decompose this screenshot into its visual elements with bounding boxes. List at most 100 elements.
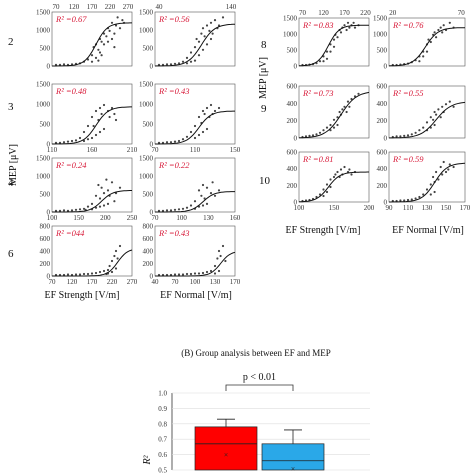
data-point	[429, 183, 432, 186]
data-point	[308, 134, 311, 137]
data-point	[448, 21, 451, 24]
subject-10-ef-normal: R² =0.59 0 200 400 600 90 110 130 150 170	[377, 149, 471, 213]
data-point	[185, 272, 189, 276]
data-point	[418, 129, 421, 132]
y-tick-label: 600	[377, 83, 388, 91]
data-point	[332, 45, 336, 48]
data-point	[92, 124, 95, 128]
y-tick-label: 500	[143, 121, 154, 129]
data-point	[200, 32, 203, 35]
data-point	[201, 109, 205, 113]
top-tick-label: 220	[105, 3, 116, 11]
x-tick-label: 270	[127, 278, 138, 286]
bar-y-tick-label: 0.6	[158, 451, 167, 459]
data-point	[90, 202, 94, 205]
data-point	[433, 110, 436, 114]
top-tick-label: 20	[389, 9, 397, 17]
data-point	[74, 273, 78, 276]
data-point	[336, 123, 339, 127]
data-point	[105, 35, 108, 38]
data-point	[336, 36, 339, 39]
data-point	[100, 40, 103, 43]
data-point	[118, 186, 122, 189]
fit-curve	[155, 251, 236, 277]
data-point	[94, 133, 98, 137]
r2-label: R² =0.43	[158, 86, 189, 96]
y-tick-label: 500	[40, 45, 51, 53]
data-point	[70, 139, 74, 143]
data-point	[205, 24, 209, 27]
fit-curve	[52, 22, 132, 67]
subject-9-ef-normal: R² =0.55 0 200 400 600	[377, 83, 466, 143]
y-tick-label: 600	[143, 235, 154, 243]
data-point	[213, 272, 217, 275]
y-axis-label-left: MEP [μV]	[8, 144, 19, 186]
r2-label: R² =0.81	[302, 154, 333, 164]
y-tick-label: 1000	[139, 27, 154, 35]
data-point	[343, 165, 346, 169]
data-point	[442, 160, 445, 164]
x-tick-label: 100	[47, 214, 58, 222]
data-point	[425, 121, 429, 124]
subject-10-ef-strength: R² =0.81 0 200 400 600 100 150 200	[287, 149, 375, 213]
x-tick-label: 170	[230, 278, 241, 286]
top-tick-label: 40	[156, 3, 164, 11]
top-tick-label: 220	[360, 9, 371, 17]
fit-curve	[52, 249, 133, 277]
data-point	[444, 103, 448, 106]
x-tick-label: 130	[210, 278, 221, 286]
data-point	[193, 272, 197, 275]
bar-y-tick-label: 0.8	[158, 420, 167, 428]
data-point	[165, 63, 169, 66]
data-point	[113, 32, 116, 35]
data-point	[205, 270, 209, 274]
data-point	[422, 55, 425, 58]
data-point	[439, 165, 442, 169]
data-point	[427, 38, 430, 41]
data-point	[422, 193, 425, 196]
data-point	[205, 43, 209, 46]
data-point	[318, 131, 322, 134]
data-point	[94, 271, 98, 275]
data-point	[165, 141, 169, 144]
data-point	[121, 19, 124, 22]
data-point	[332, 38, 336, 41]
data-point	[100, 54, 103, 57]
y-tick-label: 200	[40, 260, 51, 268]
data-point	[429, 193, 432, 196]
plot-frame	[154, 157, 236, 213]
data-point	[189, 272, 193, 276]
data-point	[90, 54, 94, 57]
x-tick-label: 110	[190, 146, 201, 154]
y-tick-label: 0	[150, 209, 154, 217]
plot-frame	[51, 83, 133, 145]
data-point	[66, 273, 70, 276]
data-point	[90, 60, 94, 63]
data-point	[322, 188, 325, 191]
r2-label: R² =0.48	[55, 86, 87, 96]
subject-3-ef-strength: R² =0.48 0 500 1000 1500 110 160 210	[36, 81, 138, 155]
data-point	[70, 209, 74, 212]
r2-label: R² =0.59	[392, 154, 424, 164]
top-tick-label: 70	[299, 9, 307, 17]
data-point	[114, 118, 118, 122]
data-point	[217, 269, 221, 273]
data-point	[201, 130, 205, 134]
data-point	[447, 168, 450, 171]
fit-curve	[52, 190, 132, 213]
y-tick-label: 800	[143, 223, 154, 231]
data-point	[315, 133, 318, 136]
data-point	[437, 108, 440, 111]
row-label-9: 9	[261, 103, 267, 115]
data-point	[209, 269, 213, 273]
data-point	[197, 115, 201, 119]
data-point	[439, 116, 442, 119]
y-tick-label: 0	[294, 63, 298, 71]
data-point	[185, 135, 189, 138]
data-point	[318, 60, 322, 63]
data-point	[54, 209, 58, 212]
data-point	[106, 189, 110, 192]
data-point	[86, 205, 90, 208]
